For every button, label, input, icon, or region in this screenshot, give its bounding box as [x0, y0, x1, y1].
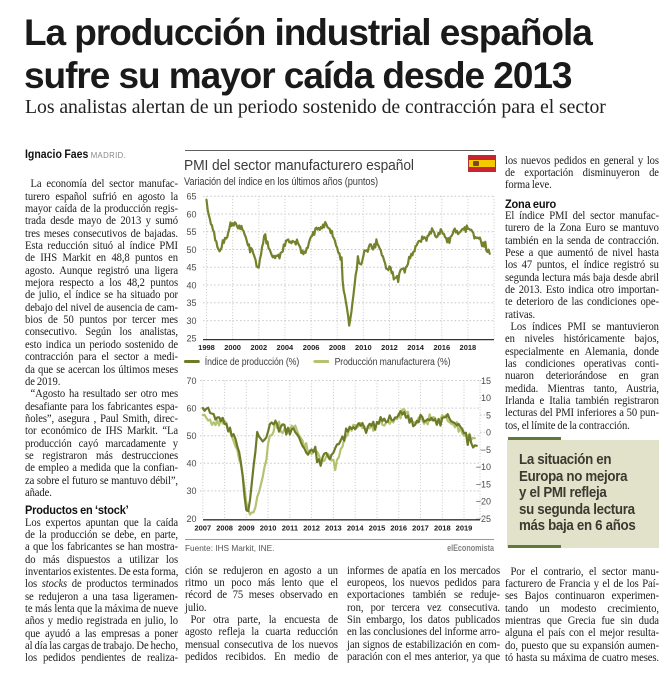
svg-text:30: 30	[186, 316, 196, 326]
svg-text:2000: 2000	[224, 343, 241, 352]
svg-text:−10: −10	[476, 462, 491, 472]
svg-text:50: 50	[186, 431, 196, 441]
svg-text:25: 25	[186, 334, 196, 344]
svg-text:2018: 2018	[434, 524, 451, 533]
svg-text:2008: 2008	[216, 524, 233, 533]
svg-text:0: 0	[486, 428, 491, 438]
svg-text:70: 70	[186, 376, 196, 386]
svg-text:2010: 2010	[355, 343, 372, 352]
svg-text:5: 5	[486, 410, 491, 420]
svg-text:2007: 2007	[194, 524, 211, 533]
svg-text:2014: 2014	[407, 343, 425, 352]
svg-text:30: 30	[186, 486, 196, 496]
svg-text:2009: 2009	[238, 524, 255, 533]
svg-text:2015: 2015	[369, 524, 386, 533]
svg-text:2012: 2012	[381, 343, 398, 352]
svg-text:15: 15	[481, 376, 491, 386]
svg-text:2002: 2002	[250, 343, 267, 352]
svg-text:45: 45	[186, 263, 196, 273]
svg-text:40: 40	[186, 459, 196, 469]
svg-text:−5: −5	[481, 445, 491, 455]
svg-text:2004: 2004	[277, 343, 295, 352]
svg-text:2010: 2010	[260, 524, 277, 533]
svg-text:−20: −20	[476, 497, 491, 507]
svg-text:60: 60	[186, 209, 196, 219]
svg-text:2016: 2016	[433, 343, 450, 352]
svg-text:10: 10	[481, 393, 491, 403]
svg-text:2017: 2017	[412, 524, 429, 533]
svg-text:−25: −25	[476, 514, 491, 524]
svg-text:2013: 2013	[325, 524, 342, 533]
svg-text:65: 65	[186, 192, 196, 202]
svg-text:60: 60	[186, 403, 196, 413]
svg-text:2018: 2018	[460, 343, 477, 352]
svg-text:2011: 2011	[282, 524, 298, 533]
svg-text:2016: 2016	[390, 524, 407, 533]
svg-text:2014: 2014	[347, 524, 365, 533]
svg-text:20: 20	[186, 514, 196, 524]
svg-text:2019: 2019	[456, 524, 473, 533]
svg-text:50: 50	[186, 245, 196, 255]
svg-text:2006: 2006	[303, 343, 320, 352]
svg-text:55: 55	[186, 227, 196, 237]
svg-text:2012: 2012	[303, 524, 320, 533]
svg-text:2008: 2008	[329, 343, 346, 352]
svg-text:35: 35	[186, 298, 196, 308]
svg-text:1998: 1998	[198, 343, 215, 352]
svg-text:40: 40	[186, 280, 196, 290]
svg-text:−15: −15	[476, 479, 491, 489]
